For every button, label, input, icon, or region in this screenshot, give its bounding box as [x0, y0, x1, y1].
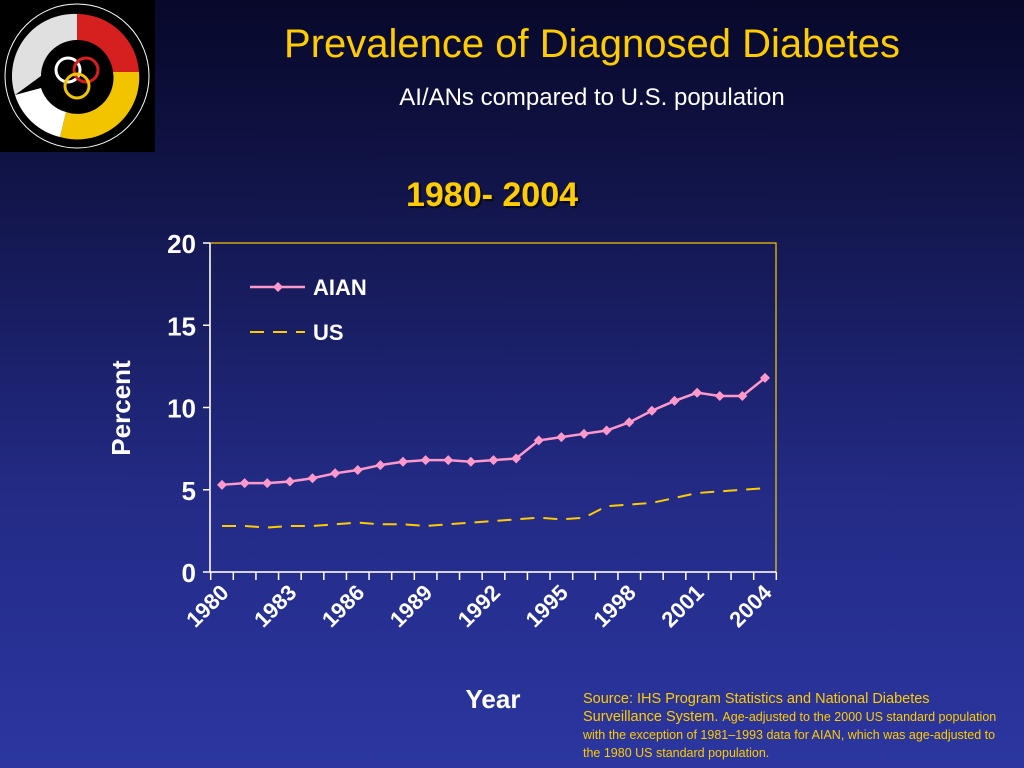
y-tick-label: 15 — [167, 311, 196, 341]
data-point-aian — [352, 465, 363, 476]
y-tick-label: 0 — [182, 558, 196, 588]
data-point-aian — [465, 456, 476, 467]
y-axis-label: Percent — [106, 360, 136, 456]
data-point-aian — [239, 478, 250, 489]
x-tick-label: 1995 — [521, 580, 573, 632]
y-tick-label: 10 — [167, 394, 196, 424]
data-point-aian — [217, 479, 227, 490]
x-tick-label: 1989 — [385, 580, 437, 632]
data-point-aian — [556, 432, 567, 443]
series-layer — [217, 372, 770, 529]
x-tick-label: 1992 — [453, 580, 505, 632]
x-ticks: 1980 1983 1986 1989 1992 1995 1998 2001 2004 — [181, 572, 777, 632]
data-point-aian — [398, 456, 408, 467]
legend-label: AIAN — [313, 275, 367, 300]
legend-label: US — [313, 320, 344, 345]
data-point-aian — [692, 387, 703, 398]
logo — [0, 0, 155, 152]
x-tick-label: 1983 — [249, 580, 301, 632]
x-axis-label: Year — [466, 684, 521, 714]
data-point-aian — [737, 390, 748, 401]
y-ticks: 0 5 10 15 20 — [167, 229, 210, 588]
data-point-aian — [760, 372, 770, 383]
data-point-aian — [443, 455, 454, 466]
plot-area — [209, 242, 777, 573]
data-point-aian — [420, 455, 431, 466]
x-tick-label: 1986 — [317, 580, 369, 632]
series-line-aian — [221, 376, 766, 487]
legend: AIAN US — [250, 275, 367, 345]
logo-emblem-icon — [0, 0, 155, 152]
data-point-aian — [511, 453, 522, 464]
page-title: Prevalence of Diagnosed Diabetes — [284, 22, 900, 66]
source-footnote: Age-adjusted to the 2000 US standard pop… — [583, 710, 997, 760]
data-point-aian — [579, 428, 589, 439]
data-point-aian — [533, 435, 544, 446]
data-point-aian — [624, 417, 635, 428]
data-point-aian — [646, 405, 657, 416]
legend-marker — [273, 282, 283, 292]
data-point-aian — [375, 460, 386, 471]
data-point-aian — [488, 455, 499, 466]
data-point-aian — [262, 478, 273, 489]
series-line-us — [222, 487, 766, 529]
x-tick-label: 1998 — [588, 580, 640, 632]
y-tick-label: 5 — [182, 476, 196, 506]
data-point-aian — [714, 390, 725, 401]
source-note: Source: IHS Program Statistics and Natio… — [583, 690, 1003, 762]
data-point-aian — [669, 395, 680, 406]
source-main: Source: IHS Program Statistics and Natio… — [583, 691, 930, 725]
x-tick-label: 2001 — [656, 580, 708, 632]
x-tick-label: 2004 — [724, 579, 777, 632]
data-point-aian — [307, 473, 318, 484]
data-point-aian — [330, 468, 341, 479]
chart-title: 1980- 2004 — [406, 176, 578, 214]
y-tick-label: 20 — [167, 229, 196, 259]
data-point-aian — [601, 425, 612, 436]
page-subtitle: AI/ANs compared to U.S. population — [399, 84, 785, 111]
data-point-aian — [284, 476, 295, 487]
